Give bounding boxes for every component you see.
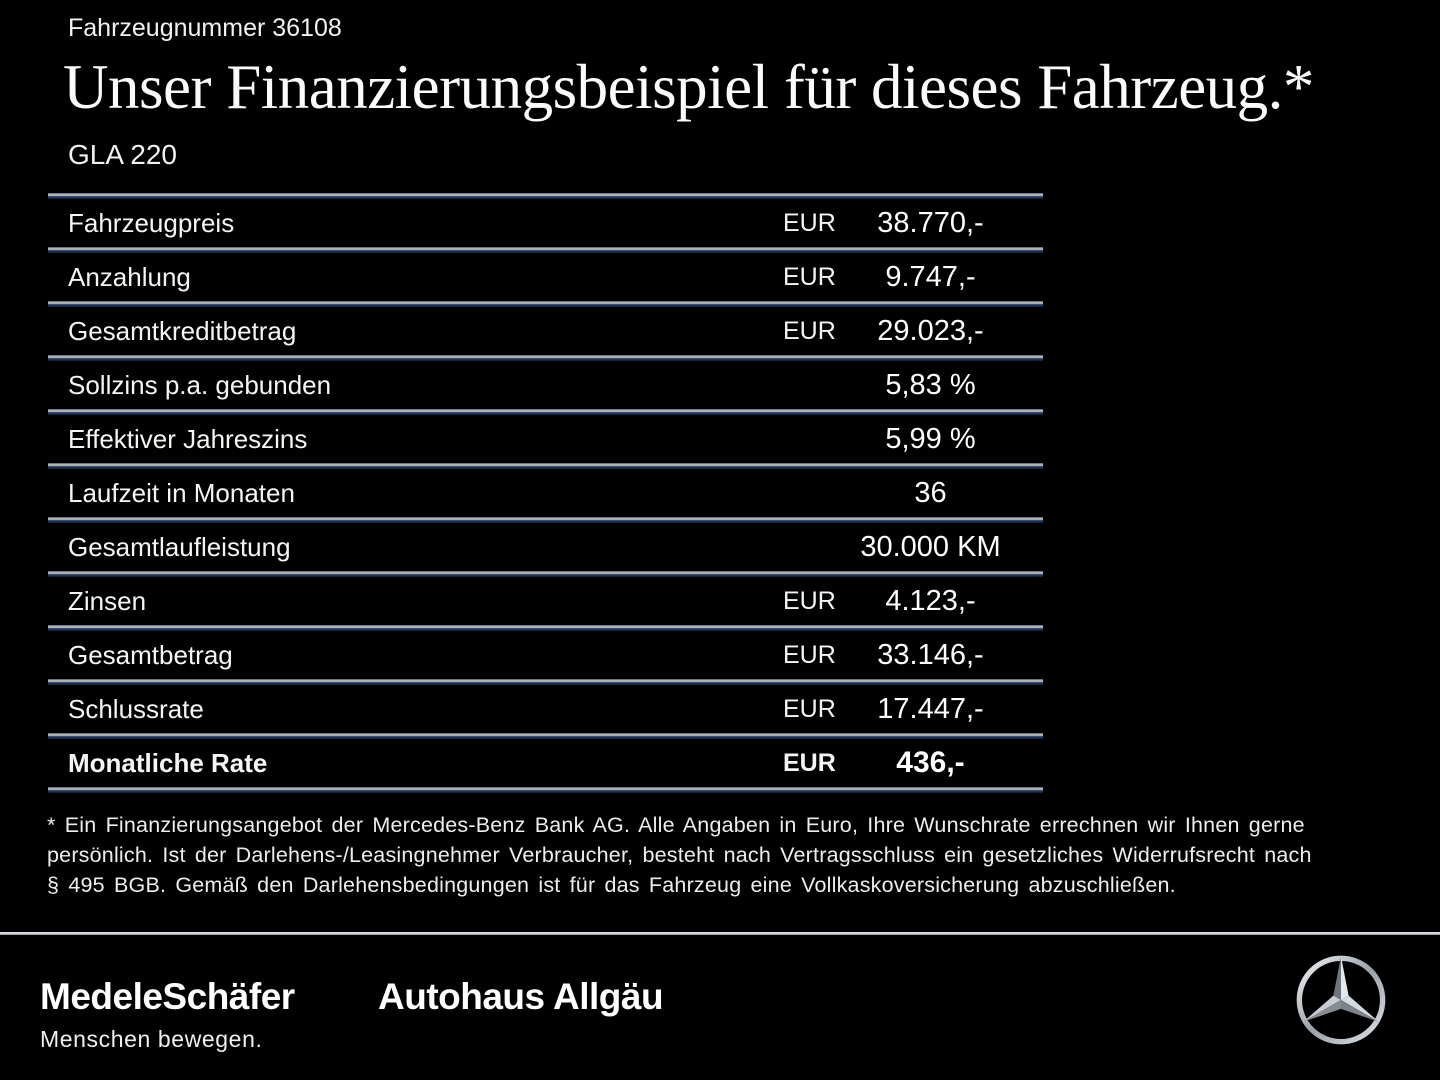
footnote-line: § 495 BGB. Gemäß den Darlehensbedingunge…	[47, 873, 1176, 897]
table-divider	[48, 463, 1043, 469]
row-label: Zinsen	[68, 585, 147, 616]
table-row: Fahrzeugpreis EUR 38.770,-	[48, 199, 1043, 247]
row-value: 4.123,-	[885, 584, 976, 617]
row-label: Gesamtlaufleistung	[68, 531, 291, 562]
footnote-line: persönlich. Ist der Darlehens-/Leasingne…	[47, 843, 1312, 867]
row-value: 36	[914, 476, 947, 509]
vehicle-number: Fahrzeugnummer 36108	[68, 14, 342, 42]
footer-separator	[0, 932, 1440, 935]
row-currency: EUR	[783, 208, 836, 237]
table-row: Gesamtlaufleistung 30.000 KM	[48, 523, 1043, 571]
row-value: 33.146,-	[877, 638, 984, 671]
row-currency: EUR	[783, 262, 836, 291]
footnote: * Ein Finanzierungsangebot der Mercedes-…	[47, 810, 1312, 900]
row-label: Laufzeit in Monaten	[68, 477, 295, 508]
footnote-line: * Ein Finanzierungsangebot der Mercedes-…	[47, 813, 1305, 837]
table-divider	[48, 571, 1043, 577]
table-row: Schlussrate EUR 17.447,-	[48, 685, 1043, 733]
financing-table: Fahrzeugpreis EUR 38.770,- Anzahlung EUR…	[48, 193, 1043, 793]
table-row: Sollzins p.a. gebunden 5,83 %	[48, 361, 1043, 409]
table-divider	[48, 679, 1043, 685]
vehicle-model: GLA 220	[68, 139, 177, 170]
row-value: 30.000 KM	[860, 530, 1001, 563]
row-value: 9.747,-	[885, 260, 976, 293]
table-divider	[48, 733, 1043, 739]
table-divider	[48, 355, 1043, 361]
row-value: 5,99 %	[885, 422, 976, 455]
dealer-tagline: Menschen bewegen.	[40, 1026, 263, 1052]
table-divider	[48, 409, 1043, 415]
table-row: Gesamtkreditbetrag EUR 29.023,-	[48, 307, 1043, 355]
page-title: Unser Finanzierungsbeispiel für dieses F…	[63, 52, 1314, 122]
row-currency: EUR	[783, 748, 836, 777]
table-row: Gesamtbetrag EUR 33.146,-	[48, 631, 1043, 679]
row-currency: EUR	[783, 586, 836, 615]
row-label: Gesamtbetrag	[68, 639, 233, 670]
table-divider	[48, 625, 1043, 631]
table-divider	[48, 193, 1043, 199]
mercedes-star-icon	[1296, 955, 1386, 1045]
row-value: 17.447,-	[877, 692, 984, 725]
row-label: Effektiver Jahreszins	[68, 423, 308, 454]
table-row: Anzahlung EUR 9.747,-	[48, 253, 1043, 301]
row-currency: EUR	[783, 316, 836, 345]
table-divider	[48, 247, 1043, 253]
dealer-logo-autohaus-allgaeu: Autohaus Allgäu	[378, 976, 664, 1017]
table-row-monthly-rate: Monatliche Rate EUR 436,-	[48, 739, 1043, 787]
row-label: Gesamtkreditbetrag	[68, 315, 297, 346]
row-label: Fahrzeugpreis	[68, 207, 235, 238]
row-label: Sollzins p.a. gebunden	[68, 369, 332, 400]
row-currency: EUR	[783, 640, 836, 669]
dealer-logo-medele-schaefer: MedeleSchäfer	[40, 976, 295, 1017]
row-value: 5,83 %	[885, 368, 976, 401]
row-value: 29.023,-	[877, 314, 984, 347]
table-divider	[48, 301, 1043, 307]
table-row: Laufzeit in Monaten 36	[48, 469, 1043, 517]
table-row: Effektiver Jahreszins 5,99 %	[48, 415, 1043, 463]
row-label: Schlussrate	[68, 693, 204, 724]
table-divider	[48, 517, 1043, 523]
table-row: Zinsen EUR 4.123,-	[48, 577, 1043, 625]
row-currency: EUR	[783, 694, 836, 723]
row-label: Anzahlung	[68, 261, 191, 292]
row-value: 436,-	[896, 746, 965, 779]
row-value: 38.770,-	[877, 206, 984, 239]
row-label: Monatliche Rate	[68, 747, 268, 778]
table-divider	[48, 787, 1043, 793]
